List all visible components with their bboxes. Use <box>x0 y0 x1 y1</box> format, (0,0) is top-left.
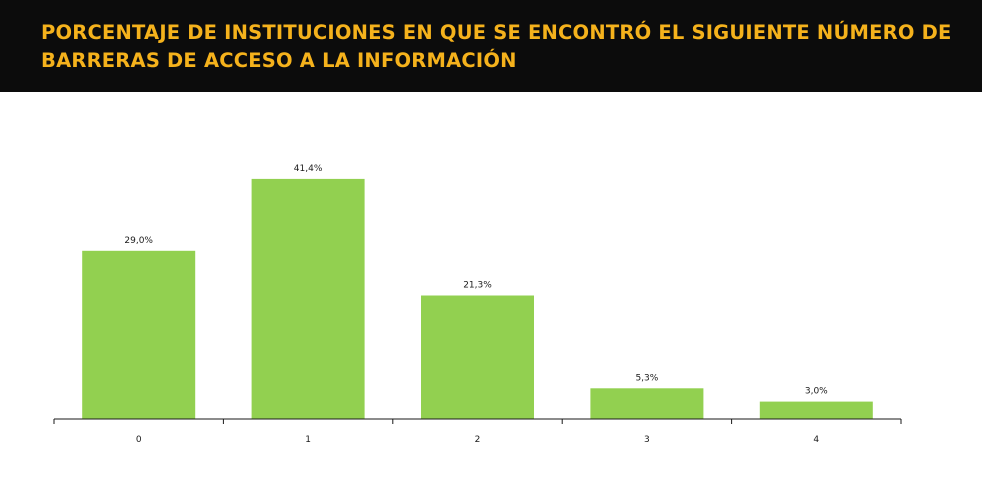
chart-area: 29,0% 0 41,4% 1 21,3% 2 5,3% 3 3,0% 4 <box>0 92 982 491</box>
title-bar: PORCENTAJE DE INSTITUCIONES EN QUE SE EN… <box>0 0 982 92</box>
bar-2 <box>421 295 534 419</box>
data-label-1: 41,4% <box>294 164 323 174</box>
x-tick-label-3: 3 <box>644 435 650 445</box>
page-title: PORCENTAJE DE INSTITUCIONES EN QUE SE EN… <box>41 21 952 72</box>
x-tick-label-4: 4 <box>813 435 819 445</box>
data-label-4: 3,0% <box>805 387 828 397</box>
bar-1 <box>251 178 365 419</box>
bar-0 <box>82 250 196 419</box>
x-tick-label-0: 0 <box>136 435 142 445</box>
data-label-0: 29,0% <box>124 236 153 246</box>
bar-4 <box>759 401 873 419</box>
data-label-2: 21,3% <box>463 281 492 291</box>
bar-3 <box>590 388 704 419</box>
x-tick-label-1: 1 <box>305 435 311 445</box>
x-tick-label-2: 2 <box>475 435 481 445</box>
data-label-3: 5,3% <box>635 373 658 383</box>
bar-chart: 29,0% 0 41,4% 1 21,3% 2 5,3% 3 3,0% 4 <box>53 164 902 445</box>
